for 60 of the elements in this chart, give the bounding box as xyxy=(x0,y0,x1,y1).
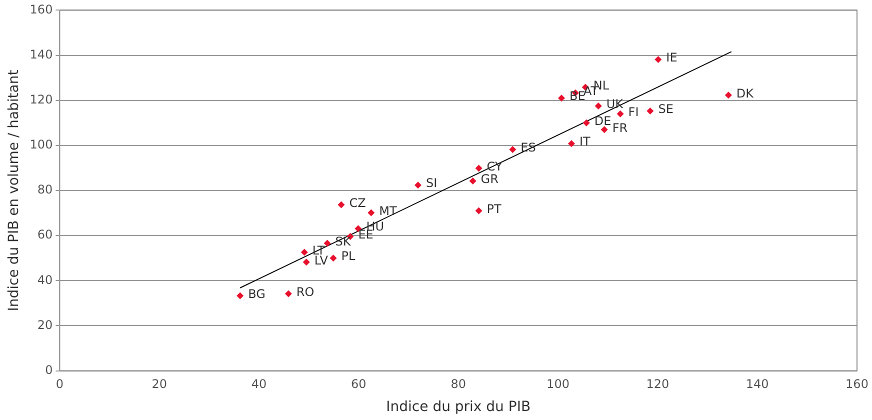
annotation: DE xyxy=(594,114,612,128)
y-tick-label: 120 xyxy=(30,92,53,106)
y-tick-label: 100 xyxy=(30,138,53,152)
point xyxy=(646,107,654,114)
annotation: IT xyxy=(579,134,592,149)
point xyxy=(324,240,331,247)
point xyxy=(654,56,662,64)
annotation: RO xyxy=(296,284,314,299)
point xyxy=(469,178,476,185)
point xyxy=(284,290,292,298)
y-tick-label: 0 xyxy=(45,362,53,377)
point xyxy=(594,102,602,110)
point xyxy=(414,182,422,189)
point xyxy=(568,140,575,148)
annotation: IE xyxy=(666,50,678,65)
annotation: CZ xyxy=(349,196,366,210)
point xyxy=(509,146,516,153)
annotation: MT xyxy=(379,204,398,218)
point xyxy=(558,94,566,102)
point xyxy=(616,110,624,118)
annotation: BE xyxy=(570,89,586,104)
annotation: UK xyxy=(606,97,624,112)
annotation: FR xyxy=(612,120,628,135)
y-tick-label: 60 xyxy=(37,228,53,242)
x-tick-label: 140 xyxy=(746,377,769,392)
point xyxy=(300,248,308,256)
y-tick-label: 40 xyxy=(37,272,53,287)
annotation: PT xyxy=(486,202,502,216)
point xyxy=(475,164,482,172)
y-tick-label: 80 xyxy=(37,182,53,197)
x-tick-label: 40 xyxy=(251,377,267,392)
x-tick-label: 160 xyxy=(846,377,868,392)
point xyxy=(368,209,375,216)
annotation: BG xyxy=(248,286,266,301)
annotation: GR xyxy=(480,172,498,186)
annotation: LV xyxy=(314,253,329,268)
point xyxy=(330,254,337,262)
y-tick-label: 160 xyxy=(30,2,53,16)
y-tick-label: 140 xyxy=(30,47,53,62)
annotation: PL xyxy=(341,249,356,264)
point xyxy=(338,201,345,208)
x-tick-label: 100 xyxy=(546,377,570,392)
x-tick-label: 60 xyxy=(351,377,366,392)
point xyxy=(724,92,732,99)
point xyxy=(236,292,244,300)
annotation: SE xyxy=(658,102,674,116)
x-tick-label: 20 xyxy=(152,377,168,392)
annotation: FI xyxy=(628,104,639,119)
annotation: DK xyxy=(736,86,755,100)
point xyxy=(600,126,608,134)
point xyxy=(475,207,482,214)
point xyxy=(582,119,590,126)
point xyxy=(302,258,310,266)
annotation: SI xyxy=(426,176,438,190)
y-axis-title: Indice du PIB en volume / habitant xyxy=(6,69,22,312)
x-tick-label: 120 xyxy=(646,377,670,392)
x-tick-label: 0 xyxy=(56,377,64,392)
x-axis-title: Indice du prix du PIB xyxy=(386,399,531,416)
x-tick-label: 80 xyxy=(450,377,466,392)
y-tick-label: 20 xyxy=(37,318,53,332)
